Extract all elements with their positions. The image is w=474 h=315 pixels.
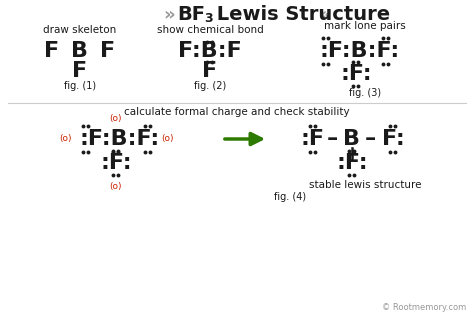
Text: calculate formal charge and check stability: calculate formal charge and check stabil… <box>124 107 350 117</box>
Text: :F:: :F: <box>100 153 132 173</box>
Text: F: F <box>100 41 116 61</box>
Text: 3: 3 <box>204 12 213 25</box>
Text: B: B <box>72 41 89 61</box>
Text: –: – <box>365 129 375 149</box>
Text: B: B <box>344 129 361 149</box>
Text: BF: BF <box>177 5 205 25</box>
Text: F: F <box>73 61 88 81</box>
Text: stable lewis structure: stable lewis structure <box>309 180 421 190</box>
Text: F: F <box>202 61 218 81</box>
Text: Lewis Structure: Lewis Structure <box>210 5 390 25</box>
Text: –: – <box>327 129 337 149</box>
Text: draw skeleton: draw skeleton <box>44 25 117 35</box>
Text: show chemical bond: show chemical bond <box>156 25 264 35</box>
Text: © Rootmemory.com: © Rootmemory.com <box>382 302 466 312</box>
Text: :F:: :F: <box>340 64 372 84</box>
Text: :F:: :F: <box>336 153 368 173</box>
Text: »: » <box>163 6 175 24</box>
Text: (o): (o) <box>162 135 174 144</box>
Text: F:: F: <box>382 129 404 149</box>
Text: fig. (1): fig. (1) <box>64 81 96 91</box>
Text: «: « <box>319 6 331 24</box>
Text: (o): (o) <box>110 114 122 123</box>
Text: (o): (o) <box>110 182 122 192</box>
Text: mark lone pairs: mark lone pairs <box>324 21 406 31</box>
Text: F: F <box>45 41 60 61</box>
Text: (o): (o) <box>60 135 72 144</box>
Text: fig. (4): fig. (4) <box>274 192 306 202</box>
Text: :F: :F <box>301 129 325 149</box>
Text: fig. (2): fig. (2) <box>194 81 226 91</box>
Text: fig. (3): fig. (3) <box>349 88 381 98</box>
Text: :F:B:F:: :F:B:F: <box>320 41 400 61</box>
Text: F:B:F: F:B:F <box>178 41 242 61</box>
Text: :F:B:F:: :F:B:F: <box>80 129 160 149</box>
